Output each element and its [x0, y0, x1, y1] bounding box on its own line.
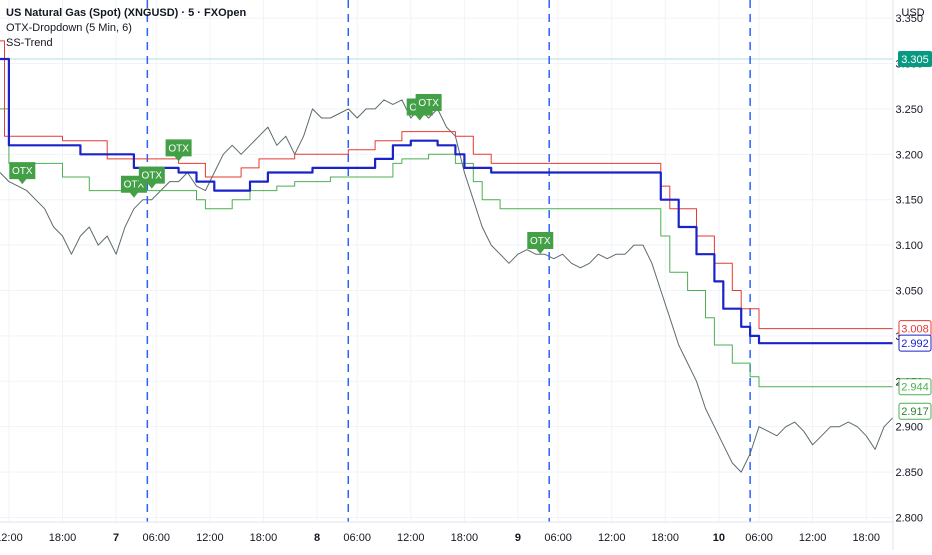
x-tick-day-label: 9	[515, 532, 521, 544]
otx-marker-label: OTX	[168, 143, 189, 154]
otx-marker-label: OTX	[124, 180, 145, 191]
otx-marker-label: OTX	[418, 98, 439, 109]
otx-marker[interactable]	[165, 139, 192, 162]
value-tag-label: 2.992	[901, 338, 929, 350]
indicator-otx-dropdown[interactable]: OTX-Dropdown (5 Min, 6)	[6, 22, 132, 34]
otx-marker-label: OTX	[12, 166, 33, 177]
y-tick-label: 3.350	[895, 13, 923, 25]
otx-marker-label: OTX	[530, 236, 551, 247]
x-tick-label: 18:00	[652, 532, 680, 544]
value-tag-lower	[898, 378, 932, 396]
y-tick-label: 3.250	[895, 104, 923, 116]
y-tick-label: 2.800	[895, 512, 923, 524]
x-tick-label: 06:00	[745, 532, 773, 544]
x-tick-label: 18:00	[852, 532, 880, 544]
current-price-tag	[898, 51, 932, 68]
trend-mid-line	[0, 57, 893, 345]
value-tag-label: 2.944	[901, 382, 929, 394]
x-tick-label: 06:00	[143, 532, 171, 544]
otx-marker[interactable]	[138, 166, 165, 189]
lower-band-line	[0, 108, 893, 388]
value-tag-label: 3.008	[901, 324, 929, 336]
y-tick-label: 3.050	[895, 286, 923, 298]
x-tick-label: 12:00	[799, 532, 827, 544]
x-tick-day-label: 8	[314, 532, 320, 544]
x-tick-label: 18:00	[451, 532, 479, 544]
y-tick-label: 2.850	[895, 467, 923, 479]
symbol-title[interactable]: US Natural Gas (Spot) (XNGUSD) · 5 · FXO…	[6, 7, 247, 19]
y-tick-label: 3.100	[895, 240, 923, 252]
otx-marker-label: OTX	[142, 171, 163, 182]
y-tick-label: 3.150	[895, 195, 923, 207]
x-tick-day-label: 10	[713, 532, 725, 544]
x-tick-label: 12:00	[598, 532, 626, 544]
currency-label: USD	[901, 7, 924, 19]
x-tick-label: 18:00	[250, 532, 278, 544]
value-tag-mid	[898, 334, 932, 352]
y-tick-label: 2.900	[895, 422, 923, 434]
x-tick-label: 06:00	[544, 532, 572, 544]
current-price-value: 3.305	[901, 54, 929, 66]
otx-marker[interactable]	[415, 94, 442, 117]
price-line	[0, 99, 894, 473]
otx-marker[interactable]	[527, 232, 554, 255]
x-tick-label: 06:00	[343, 532, 371, 544]
chart-legend: US Natural Gas (Spot) (XNGUSD) · 5 · FXO…	[6, 6, 246, 51]
indicator-ss-trend[interactable]: SS-Trend	[6, 37, 53, 49]
value-tag-lower_outline	[898, 402, 932, 420]
x-tick-label: 12:00	[196, 532, 224, 544]
price-axis[interactable]	[893, 0, 932, 550]
x-tick-label: 12:00	[397, 532, 425, 544]
x-tick-label: 18:00	[49, 532, 77, 544]
y-tick-label: 3.200	[895, 149, 923, 161]
x-tick-label: 12:00	[0, 532, 23, 544]
x-tick-day-label: 7	[113, 532, 119, 544]
otx-marker[interactable]	[9, 162, 36, 185]
value-tag-label: 2.917	[901, 406, 929, 418]
